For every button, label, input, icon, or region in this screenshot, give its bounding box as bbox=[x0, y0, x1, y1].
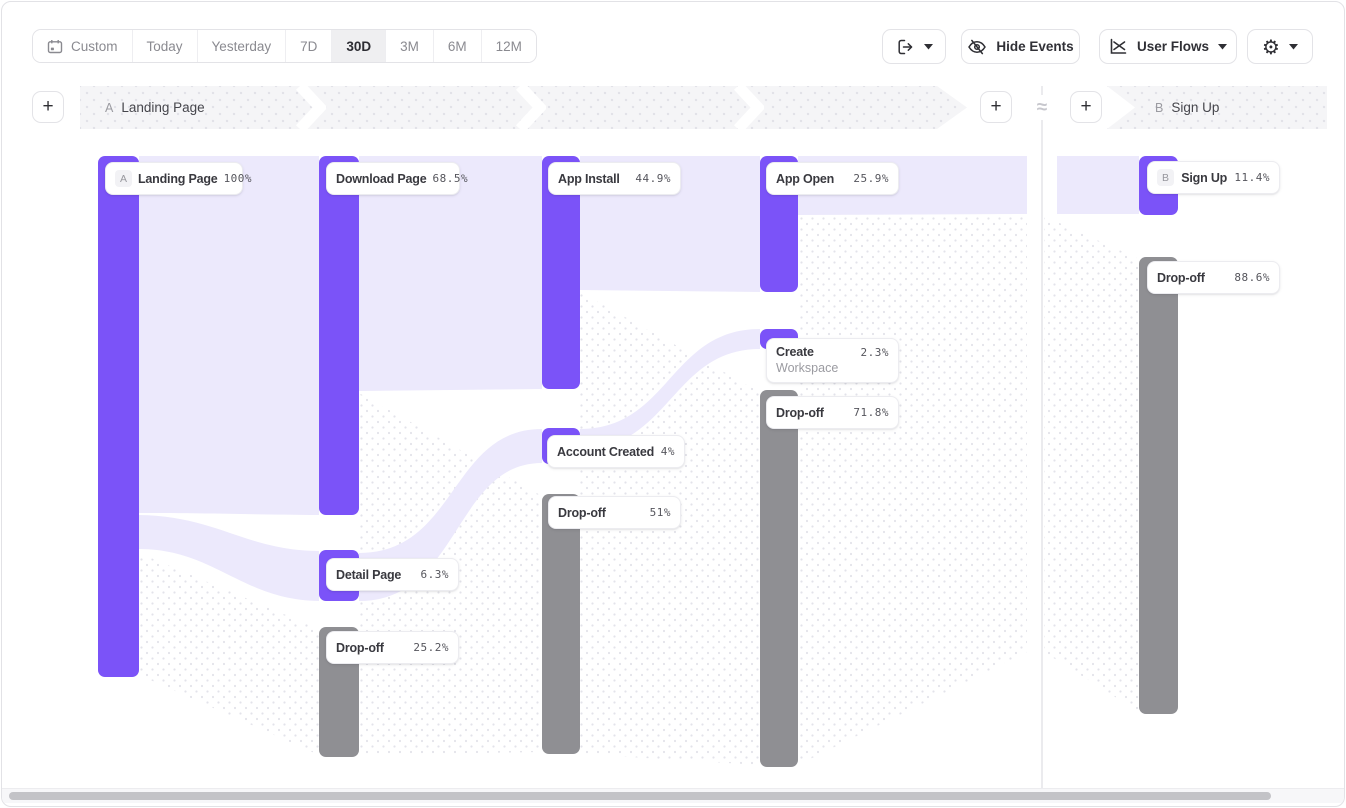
node-label-account-created[interactable]: Account Created 4% bbox=[547, 435, 685, 468]
date-range-7d[interactable]: 7D bbox=[285, 30, 332, 62]
node-label-dropoff3[interactable]: Drop-off 51% bbox=[548, 496, 681, 529]
view-selector-button[interactable]: User Flows bbox=[1099, 29, 1237, 64]
sankey-node-landing[interactable] bbox=[98, 156, 139, 677]
date-range-label: Yesterday bbox=[211, 38, 272, 54]
node-name: Drop-off bbox=[558, 505, 606, 520]
node-badge: B bbox=[1157, 169, 1174, 186]
node-name: App Install bbox=[558, 171, 620, 186]
sankey-node-dropoff4[interactable] bbox=[760, 390, 798, 767]
node-percent: 68.5% bbox=[432, 172, 469, 185]
funnel-a-label: Landing Page bbox=[121, 100, 205, 115]
date-range-label: Custom bbox=[71, 38, 118, 54]
date-range-30d[interactable]: 30D bbox=[331, 30, 386, 62]
hide-events-label: Hide Events bbox=[996, 39, 1074, 54]
node-name: Create bbox=[776, 345, 814, 359]
flow-chart-icon bbox=[1110, 38, 1127, 54]
node-percent: 25.9% bbox=[853, 172, 889, 185]
date-range-yesterday[interactable]: Yesterday bbox=[196, 30, 286, 62]
add-step-end-a-button[interactable]: + bbox=[980, 91, 1012, 123]
node-label-sign-up[interactable]: B Sign Up 11.4% bbox=[1147, 161, 1280, 194]
calendar-icon bbox=[47, 39, 63, 53]
node-label-dropoff2[interactable]: Drop-off 25.2% bbox=[326, 631, 459, 664]
node-percent: 100% bbox=[223, 172, 253, 185]
date-range-label: 30D bbox=[346, 38, 372, 54]
node-name: App Open bbox=[776, 171, 835, 186]
dropoff-flow-appopen-right bbox=[798, 216, 1027, 765]
flow-landing-detail[interactable] bbox=[139, 515, 319, 601]
funnel-a-badge: A bbox=[105, 100, 114, 115]
flow-download-appinstall[interactable] bbox=[359, 156, 542, 391]
dropoff-flow-landing-dropoff2 bbox=[139, 553, 319, 755]
chevron-down-icon bbox=[923, 43, 933, 49]
node-percent: 4% bbox=[660, 445, 675, 458]
export-button[interactable] bbox=[882, 29, 946, 64]
node-name: Sign Up bbox=[1181, 170, 1228, 185]
view-selector-label: User Flows bbox=[1136, 39, 1210, 54]
node-badge: A bbox=[115, 170, 132, 187]
node-percent: 2.3% bbox=[860, 345, 889, 359]
funnel-b-label: Sign Up bbox=[1171, 100, 1220, 115]
funnel-b-badge: B bbox=[1155, 100, 1164, 115]
settings-button[interactable]: ⚙ bbox=[1247, 29, 1313, 64]
export-icon bbox=[897, 39, 912, 54]
date-range-label: 12M bbox=[495, 38, 522, 54]
date-range-6m[interactable]: 6M bbox=[432, 30, 481, 62]
date-range-picker: Custom Today Yesterday 7D 30D 3M 6M 12M bbox=[32, 29, 537, 63]
node-label-dropoff4[interactable]: Drop-off 71.8% bbox=[766, 396, 899, 429]
funnel-gap-symbol: ≈ bbox=[1027, 95, 1057, 120]
node-percent: 6.3% bbox=[420, 568, 449, 581]
date-range-3m[interactable]: 3M bbox=[385, 30, 433, 62]
node-name: Drop-off bbox=[1157, 270, 1205, 285]
node-label-create-workspace[interactable]: Create 2.3% Workspace bbox=[766, 338, 899, 384]
date-range-label: 6M bbox=[447, 38, 467, 54]
node-name: Landing Page bbox=[138, 171, 218, 186]
eye-off-icon bbox=[968, 39, 987, 54]
flow-entry-signup[interactable] bbox=[1057, 156, 1139, 214]
dropoff-flow-entry-dropoff5 bbox=[1044, 216, 1139, 712]
date-range-today[interactable]: Today bbox=[131, 30, 197, 62]
date-range-label: Today bbox=[146, 38, 183, 54]
node-name: Drop-off bbox=[776, 405, 824, 420]
node-name: Drop-off bbox=[336, 640, 384, 655]
node-label-download[interactable]: Download Page 68.5% bbox=[326, 162, 468, 195]
date-range-12m[interactable]: 12M bbox=[480, 30, 536, 62]
node-label-app-install[interactable]: App Install 44.9% bbox=[548, 162, 681, 195]
node-name-line2: Workspace bbox=[776, 361, 839, 375]
node-label-dropoff5[interactable]: Drop-off 88.6% bbox=[1147, 261, 1280, 294]
chevron-down-icon bbox=[1288, 43, 1298, 49]
date-range-label: 7D bbox=[300, 38, 318, 54]
node-label-app-open[interactable]: App Open 25.9% bbox=[766, 162, 899, 195]
date-range-label: 3M bbox=[400, 38, 419, 54]
node-name: Account Created bbox=[557, 444, 655, 459]
node-percent: 71.8% bbox=[853, 406, 889, 419]
flow-landing-download[interactable] bbox=[139, 156, 319, 515]
date-range-custom[interactable]: Custom bbox=[33, 30, 132, 62]
sankey-node-download[interactable] bbox=[319, 156, 359, 515]
flow-accountcreated-createworkspace[interactable] bbox=[580, 329, 760, 449]
funnel-section-divider bbox=[1041, 86, 1043, 788]
gear-icon: ⚙ bbox=[1262, 34, 1280, 59]
node-percent: 11.4% bbox=[1234, 171, 1270, 184]
node-percent: 51% bbox=[649, 506, 671, 519]
sankey-node-dropoff5[interactable] bbox=[1139, 257, 1178, 714]
horizontal-scrollbar-track[interactable] bbox=[2, 788, 1344, 803]
funnel-b-step-bar[interactable]: B Sign Up bbox=[1107, 86, 1327, 129]
add-step-before-b-button[interactable]: + bbox=[1070, 91, 1102, 123]
node-label-detail[interactable]: Detail Page 6.3% bbox=[326, 558, 459, 591]
funnel-a-step-bar[interactable]: A Landing Page bbox=[80, 86, 967, 129]
node-name: Detail Page bbox=[336, 567, 402, 582]
node-percent: 44.9% bbox=[635, 172, 671, 185]
chevron-down-icon bbox=[1218, 43, 1228, 49]
node-percent: 25.2% bbox=[413, 641, 449, 654]
node-percent: 88.6% bbox=[1234, 271, 1270, 284]
sankey-node-dropoff3[interactable] bbox=[542, 494, 580, 754]
node-name: Download Page bbox=[336, 171, 427, 186]
node-label-landing[interactable]: A Landing Page 100% bbox=[105, 162, 252, 195]
hide-events-button[interactable]: Hide Events bbox=[961, 29, 1080, 64]
horizontal-scrollbar-thumb[interactable] bbox=[9, 792, 1271, 800]
add-step-start-button[interactable]: + bbox=[32, 91, 64, 123]
